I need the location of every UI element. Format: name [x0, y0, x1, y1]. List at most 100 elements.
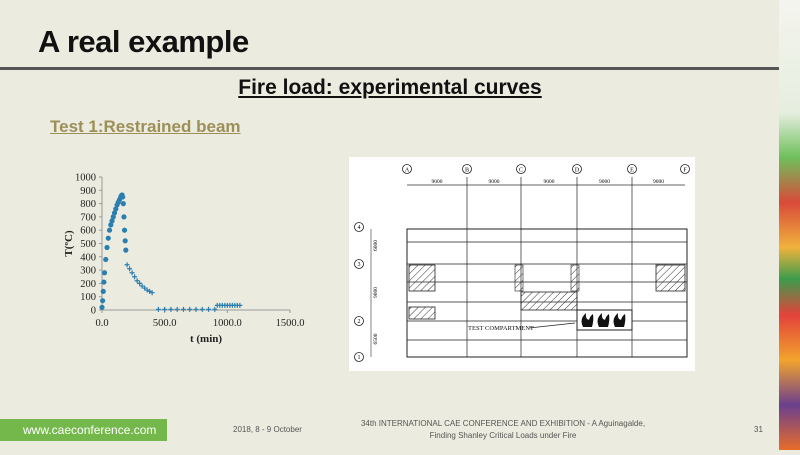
y-tick-label: 1000 [75, 173, 96, 184]
x-tick-label: 1000.0 [213, 318, 242, 329]
grid-bubble [680, 164, 690, 174]
row-label: 2 [358, 319, 361, 325]
data-point [105, 235, 111, 241]
grid-label: A [405, 168, 410, 174]
y-tick-label: 100 [80, 292, 96, 303]
x-tick-label: 1500.0 [276, 318, 305, 329]
span-dimension: 9000 [544, 179, 555, 185]
data-point [174, 306, 180, 312]
data-point [101, 279, 107, 285]
y-tick-label: 200 [80, 279, 96, 290]
row-label: 1 [358, 355, 361, 361]
data-point [122, 238, 128, 244]
row-bubble [354, 259, 364, 269]
grid-label: C [519, 168, 523, 174]
data-point [99, 304, 105, 310]
grid-label: D [575, 168, 580, 174]
data-point [124, 262, 130, 268]
data-point [113, 206, 119, 212]
grid-bubble [402, 164, 412, 174]
data-point [109, 218, 115, 224]
y-tick-label: 0 [91, 306, 96, 317]
data-point [134, 278, 140, 284]
data-point [120, 201, 126, 207]
data-point [180, 306, 186, 312]
data-point [123, 247, 129, 253]
data-point [111, 210, 118, 216]
y-tick-label: 900 [80, 186, 96, 197]
data-point [103, 256, 109, 263]
span-dimension: 9000 [432, 179, 443, 185]
y-axis-label: T(ºC) [63, 230, 75, 257]
slide-subtitle: Fire load: experimental curves [238, 76, 542, 99]
data-point [127, 266, 133, 272]
footer-conference: 34th INTERNATIONAL CAE CONFERENCE AND EX… [358, 418, 648, 442]
grid-bubble [572, 164, 582, 174]
data-point [100, 288, 106, 294]
data-point [129, 270, 135, 276]
row-bubble [354, 316, 364, 326]
span-dimension: 9000 [599, 179, 610, 185]
x-tick-label: 0.0 [95, 318, 108, 329]
data-point [110, 214, 116, 220]
grid-label: E [630, 168, 634, 174]
data-point [106, 227, 113, 233]
data-point [206, 306, 212, 312]
y-tick-label: 400 [80, 252, 96, 263]
temperature-chart: 0 100 200 300 400 500 600 700 800 900 1000 0.0 500.0… [60, 165, 320, 350]
data-point [212, 306, 218, 312]
row-bubble [354, 352, 364, 362]
data-point [155, 306, 161, 312]
data-point [187, 306, 193, 312]
data-point [137, 280, 143, 286]
decorative-color-stripe [779, 0, 800, 450]
grid-bubble [462, 164, 472, 174]
y-tick-label: 300 [80, 266, 96, 277]
data-point [144, 287, 150, 293]
data-point [162, 306, 168, 312]
plan-svg: A B C D E F 9000 9000 9000 9000 9000 [354, 164, 690, 362]
grid-bubble [627, 164, 637, 174]
data-point [108, 222, 114, 228]
section-heading: Test 1:Restrained beam [50, 117, 241, 136]
span-dimension: 9000 [489, 179, 500, 185]
data-point [121, 214, 127, 220]
chart-svg: 0 100 200 300 400 500 600 700 800 900 1000 0.0 500.0… [63, 173, 305, 346]
data-point [237, 302, 243, 308]
data-point [147, 288, 153, 294]
data-point [101, 270, 108, 276]
data-point [142, 285, 148, 291]
data-point [199, 306, 205, 312]
data-point [168, 306, 174, 312]
data-point [104, 244, 110, 251]
floor-plan-drawing: A B C D E F 9000 9000 9000 9000 9000 [349, 157, 695, 371]
grid-bubble [516, 164, 526, 174]
data-point [120, 194, 126, 200]
row-bubble [354, 222, 364, 232]
data-point [139, 283, 145, 289]
y-tick-label: 700 [80, 212, 96, 223]
website-link[interactable]: www.caeconference.com [0, 419, 167, 441]
conference-line-2: Finding Shanley Critical Loads under Fir… [429, 431, 577, 440]
data-point [121, 227, 128, 233]
row-label: 3 [358, 262, 361, 268]
span-dimension: 9000 [653, 179, 664, 185]
x-tick-label: 500.0 [153, 318, 177, 329]
row-dimension: 9000 [373, 287, 379, 298]
grid-label: F [683, 168, 687, 174]
row-label: 4 [358, 225, 361, 231]
footer-date: 2018, 8 - 9 October [233, 425, 302, 434]
y-tick-label: 800 [80, 199, 96, 210]
row-dimension: 6000 [373, 240, 379, 251]
row-dimension: 6500 [373, 333, 379, 344]
data-point [132, 274, 138, 280]
y-tick-label: 500 [80, 239, 96, 250]
y-tick-label: 600 [80, 226, 96, 237]
conference-line-1: 34th INTERNATIONAL CAE CONFERENCE AND EX… [360, 419, 646, 428]
fire-icon [581, 313, 626, 327]
x-axis-label: t (min) [190, 333, 222, 345]
page-number: 31 [754, 425, 763, 434]
title-rule [0, 67, 779, 70]
slide-title: A real example [38, 24, 249, 59]
